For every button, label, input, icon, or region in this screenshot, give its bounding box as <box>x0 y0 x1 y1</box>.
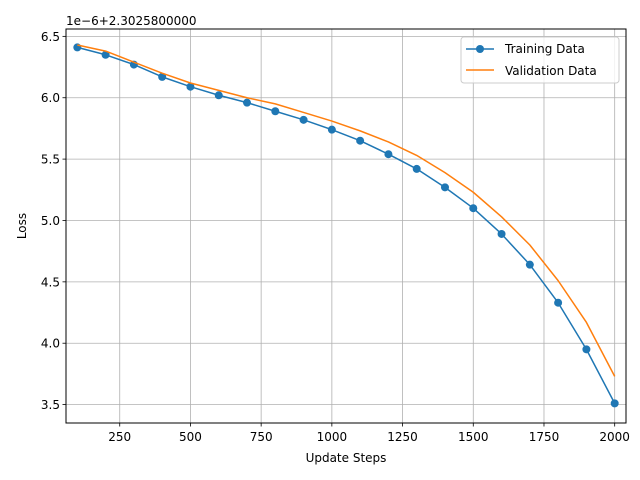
data-point-training-data <box>525 260 534 269</box>
series-line-validation-data <box>77 44 616 377</box>
data-point-training-data <box>384 150 393 159</box>
data-point-training-data <box>214 91 223 100</box>
data-point-training-data <box>440 183 449 192</box>
legend-label-validation: Validation Data <box>505 64 597 78</box>
data-point-training-data <box>186 82 195 91</box>
data-point-training-data <box>356 136 365 145</box>
y-axis-label: Loss <box>15 213 29 239</box>
data-point-training-data <box>271 107 280 116</box>
plot-frame <box>65 28 627 424</box>
data-point-training-data <box>582 345 591 354</box>
data-point-training-data <box>101 50 110 59</box>
x-tick-label: 1500 <box>458 430 489 444</box>
legend: Training Data Validation Data <box>460 36 620 84</box>
x-tick-label: 250 <box>108 430 131 444</box>
y-tick-label: 4.0 <box>41 337 60 351</box>
x-tick-label: 750 <box>250 430 273 444</box>
y-tick-label: 5.0 <box>41 214 60 228</box>
data-point-training-data <box>243 98 252 107</box>
data-point-training-data <box>327 125 336 134</box>
data-point-training-data <box>73 43 82 52</box>
x-axis-label: Update Steps <box>306 451 387 465</box>
data-point-training-data <box>554 298 563 307</box>
series-line-training-data <box>77 46 616 404</box>
data-point-training-data <box>158 72 167 81</box>
data-point-training-data <box>412 164 421 173</box>
legend-box <box>460 36 620 84</box>
x-tick-label: 500 <box>179 430 202 444</box>
series-layer <box>73 43 619 408</box>
data-point-training-data <box>497 229 506 238</box>
data-point-training-data <box>610 399 619 408</box>
legend-label-training: Training Data <box>504 42 585 56</box>
y-tick-label: 6.5 <box>41 30 60 44</box>
x-tick-label: 1750 <box>529 430 560 444</box>
data-point-training-data <box>469 204 478 213</box>
x-tick-label: 1250 <box>387 430 418 444</box>
x-tick-label: 1000 <box>317 430 348 444</box>
y-tick-label: 6.0 <box>41 91 60 105</box>
y-tick-label: 4.5 <box>41 275 60 289</box>
x-tick-label: 2000 <box>599 430 630 444</box>
axes: 250 500 750 1000 1250 1500 1750 2000 3.5 4.0 4.5 5.… <box>41 30 630 444</box>
legend-marker-training <box>476 45 484 53</box>
y-tick-label: 5.5 <box>41 153 60 167</box>
data-point-training-data <box>299 115 308 124</box>
y-offset-label: 1e−6+2.3025800000 <box>66 14 197 28</box>
grid <box>66 29 626 423</box>
y-tick-label: 3.5 <box>41 398 60 412</box>
